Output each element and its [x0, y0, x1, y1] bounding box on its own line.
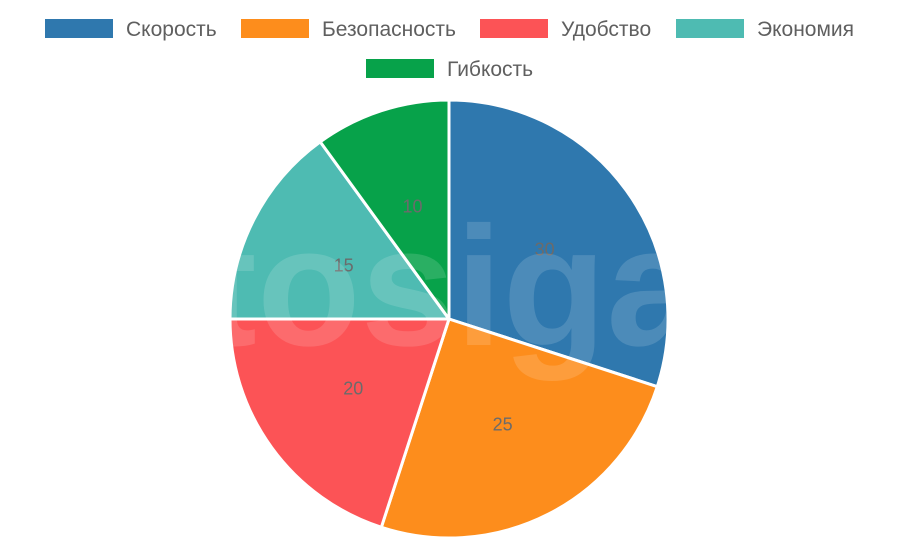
pie-data-label: 20 [343, 379, 363, 399]
legend-swatch [45, 19, 113, 38]
legend-swatch [480, 19, 548, 38]
pie-slices [228, 98, 670, 538]
pie-data-label: 25 [493, 414, 513, 434]
legend-swatch [241, 19, 309, 38]
legend-item[interactable]: Гибкость [366, 58, 533, 81]
pie-slice[interactable] [318, 98, 451, 321]
legend-item[interactable]: Скорость [45, 18, 217, 41]
chart-legend: Скорость Безопасность Удобство Экономия Гибк… [45, 18, 854, 81]
legend-item[interactable]: Удобство [480, 18, 651, 41]
legend-label: Удобство [561, 18, 651, 41]
pie-data-label: 10 [402, 197, 422, 217]
pie-data-labels: 30 25 20 15 10 [334, 197, 555, 435]
pie-data-label: 30 [535, 240, 555, 260]
pie-slice[interactable] [228, 317, 451, 529]
legend-item[interactable]: Экономия [676, 18, 854, 41]
pie-slice[interactable] [379, 317, 659, 538]
watermark-text: autosiga.ru [2, 192, 900, 382]
legend-label: Экономия [757, 18, 854, 41]
pie-slice[interactable] [447, 98, 670, 389]
legend-label: Безопасность [322, 18, 456, 41]
pie-data-label: 15 [334, 255, 354, 275]
legend-label: Гибкость [447, 58, 533, 81]
legend-swatch [676, 19, 744, 38]
legend-swatch [366, 59, 434, 78]
pie-slice[interactable] [228, 140, 451, 321]
legend-item[interactable]: Безопасность [241, 18, 456, 41]
legend-label: Скорость [126, 18, 217, 41]
